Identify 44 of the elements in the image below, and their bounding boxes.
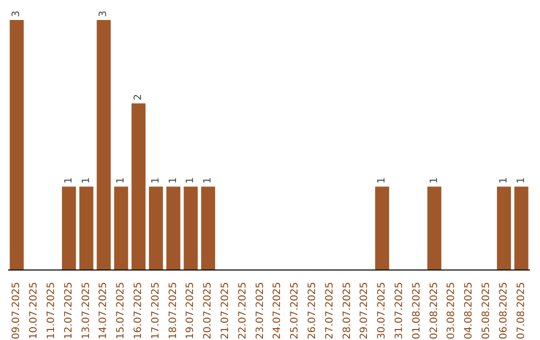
x-tick-label: 24.07.2025 [272, 282, 284, 340]
x-tick-label: 23.07.2025 [254, 282, 266, 340]
x-tick-label: 29.07.2025 [359, 282, 370, 340]
x-tick-label: 21.07.2025 [220, 282, 231, 340]
x-tick-label: 04.08.2025 [464, 282, 475, 340]
x-tick-label: 07.08.2025 [516, 282, 527, 340]
x-tick-label: 05.08.2025 [481, 282, 492, 340]
data-label: 1 [516, 177, 527, 184]
x-tick-label: 03.08.2025 [446, 282, 458, 340]
x-tick-label: 17.07.2025 [150, 282, 162, 340]
x-tick-label: 15.07.2025 [116, 282, 127, 340]
x-tick-label: 09.07.2025 [11, 282, 22, 340]
x-tick-label: 13.07.2025 [80, 282, 92, 340]
x-tick-label: 28.07.2025 [342, 282, 353, 340]
data-label: 1 [168, 177, 179, 184]
x-tick-label: 14.07.2025 [98, 282, 110, 340]
data-label: 3 [98, 10, 110, 17]
x-tick-label: 16.07.2025 [133, 282, 144, 340]
x-tick-label: 06.08.2025 [498, 282, 510, 340]
data-label: 1 [150, 177, 162, 184]
x-tick-label: 10.07.2025 [28, 282, 40, 340]
x-tick-label: 19.07.2025 [185, 282, 196, 340]
data-label: 1 [116, 177, 127, 184]
data-label: 1 [63, 177, 74, 184]
data-label: 1 [80, 177, 92, 184]
x-tick-label: 18.07.2025 [168, 282, 179, 340]
x-tick-label: 25.07.2025 [290, 282, 301, 340]
x-tick-label: 27.07.2025 [324, 282, 336, 340]
x-tick-label: 01.08.2025 [411, 282, 422, 340]
x-tick-label: 26.07.2025 [307, 282, 318, 340]
data-label: 1 [428, 177, 440, 184]
data-label: 1 [185, 177, 196, 184]
data-label: 3 [11, 10, 22, 17]
x-tick-label: 12.07.2025 [63, 282, 74, 340]
x-tick-label: 31.07.2025 [394, 282, 405, 340]
x-tick-label: 20.07.2025 [202, 282, 214, 340]
x-tick-label: 02.08.2025 [428, 282, 440, 340]
data-label: 2 [133, 94, 144, 100]
x-tick-label: 11.07.2025 [46, 282, 57, 340]
x-tick-label: 22.07.2025 [237, 282, 248, 340]
data-label: 1 [498, 177, 510, 184]
data-label: 1 [376, 177, 388, 184]
x-tick-label: 30.07.2025 [376, 282, 388, 340]
data-label: 1 [202, 177, 214, 184]
